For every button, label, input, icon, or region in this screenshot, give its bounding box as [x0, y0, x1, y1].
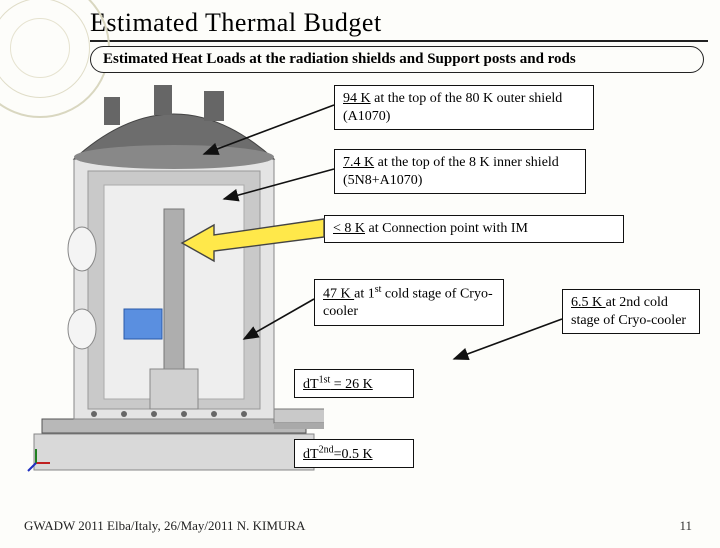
callout-arrows	[14, 79, 714, 479]
slide-subtitle: Estimated Heat Loads at the radiation sh…	[103, 51, 691, 68]
slide-title: Estimated Thermal Budget	[90, 8, 708, 38]
title-container: Estimated Thermal Budget	[90, 8, 708, 42]
slide-footer: GWADW 2011 Elba/Italy, 26/May/2011 N. KI…	[24, 518, 305, 534]
subtitle-container: Estimated Heat Loads at the radiation sh…	[90, 46, 704, 73]
content-area: 94 K at the top of the 80 K outer shield…	[14, 79, 706, 479]
page-number: 11	[679, 518, 692, 534]
